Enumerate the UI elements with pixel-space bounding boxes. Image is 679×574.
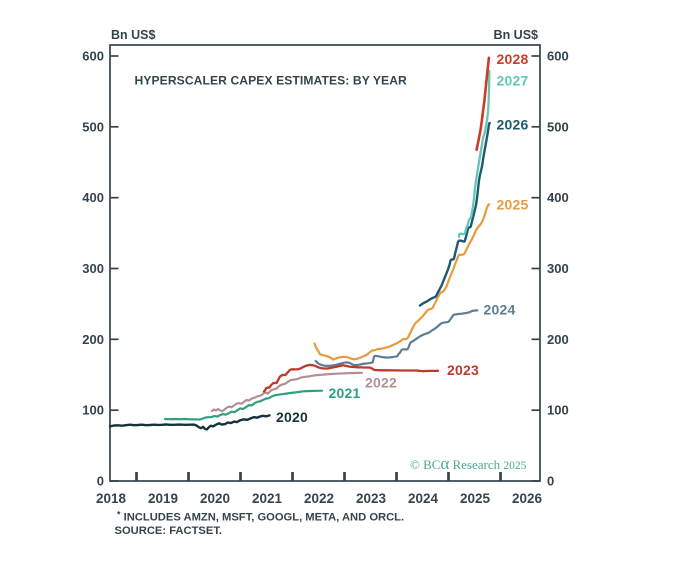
svg-text:300: 300 — [547, 261, 569, 276]
svg-text:2026: 2026 — [497, 117, 529, 133]
svg-text:2023: 2023 — [447, 362, 479, 378]
svg-text:2021: 2021 — [329, 385, 361, 401]
svg-text:2022: 2022 — [365, 375, 397, 391]
svg-text:2022: 2022 — [304, 491, 334, 506]
svg-text:500: 500 — [547, 119, 569, 134]
svg-text:HYPERSCALER CAPEX ESTIMATES: B: HYPERSCALER CAPEX ESTIMATES: BY YEAR — [135, 74, 408, 88]
svg-text:2024: 2024 — [484, 302, 516, 318]
svg-text:400: 400 — [82, 190, 104, 205]
svg-text:* INCLUDES AMZN, MSFT, GOOGL,: * INCLUDES AMZN, MSFT, GOOGL, META, AND … — [117, 510, 404, 524]
svg-text:2027: 2027 — [497, 73, 529, 89]
svg-text:SOURCE: FACTSET.: SOURCE: FACTSET. — [115, 525, 223, 537]
svg-text:400: 400 — [547, 190, 569, 205]
svg-text:2025: 2025 — [460, 491, 491, 506]
svg-text:0: 0 — [97, 474, 104, 489]
svg-text:500: 500 — [82, 119, 104, 134]
svg-text:2019: 2019 — [148, 491, 178, 506]
svg-text:Bn US$: Bn US$ — [111, 28, 156, 42]
svg-text:100: 100 — [547, 403, 569, 418]
svg-text:2020: 2020 — [200, 491, 230, 506]
svg-text:300: 300 — [82, 261, 104, 276]
svg-text:2020: 2020 — [276, 409, 308, 425]
svg-text:0: 0 — [547, 474, 554, 489]
svg-text:© BCα Research 2025: © BCα Research 2025 — [410, 454, 527, 473]
svg-text:2028: 2028 — [497, 51, 529, 67]
svg-text:200: 200 — [82, 332, 104, 347]
svg-text:200: 200 — [547, 332, 569, 347]
svg-text:2025: 2025 — [497, 197, 529, 213]
svg-text:2021: 2021 — [252, 491, 283, 506]
svg-text:2018: 2018 — [96, 491, 127, 506]
svg-text:600: 600 — [547, 49, 569, 64]
svg-text:2026: 2026 — [512, 491, 543, 506]
svg-text:600: 600 — [82, 49, 104, 64]
svg-text:2024: 2024 — [408, 491, 439, 506]
svg-text:2023: 2023 — [356, 491, 387, 506]
svg-text:100: 100 — [82, 403, 104, 418]
svg-text:Bn US$: Bn US$ — [494, 28, 539, 42]
